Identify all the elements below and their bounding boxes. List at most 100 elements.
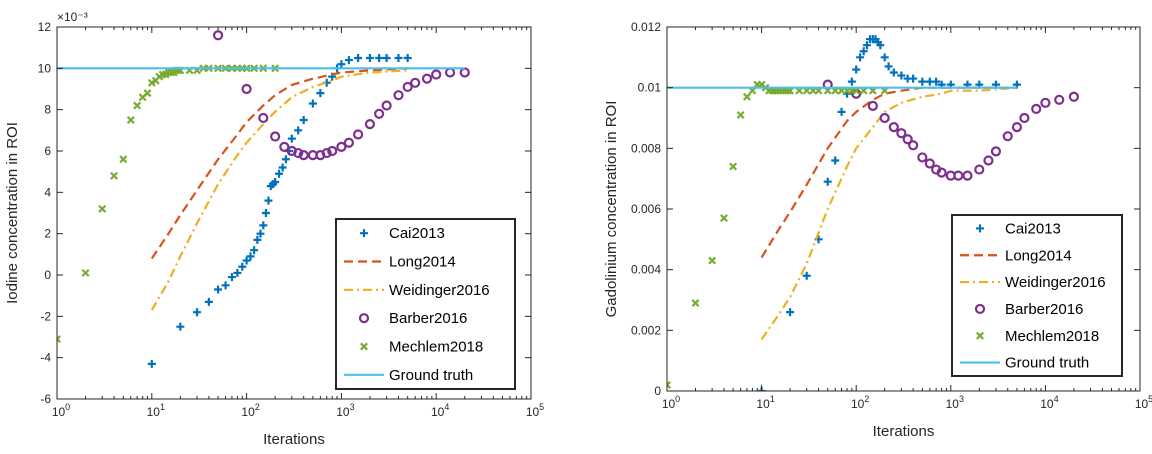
series-cai2013-point (365, 54, 374, 62)
x-tick-label: 103 (946, 394, 964, 411)
series-barber2016-point (374, 108, 385, 119)
series-cai2013-point (403, 54, 412, 62)
series-barber2016-point (1054, 94, 1065, 105)
legend-entry-mechlem2018: Mechlem2018 (976, 328, 1099, 345)
series-mechlem2018-point (119, 155, 128, 164)
series-mechlem2018-point (667, 380, 671, 389)
y-tick-label: -4 (40, 351, 51, 365)
series-barber2016-point (270, 131, 281, 142)
legend-label: Barber2016 (389, 310, 467, 327)
series-barber2016-point (953, 170, 964, 181)
legend-label: Mechlem2018 (1005, 328, 1099, 345)
series-barber2016-point (381, 100, 392, 111)
series-barber2016-point (1002, 131, 1013, 142)
series-mechlem2018-point (126, 116, 135, 124)
series-cai2013-point (394, 54, 403, 62)
series-cai2013-point (238, 262, 247, 271)
series-cai2013-point (823, 177, 832, 186)
y-tick-label: 0 (44, 268, 51, 282)
series-cai2013-point (204, 297, 213, 306)
y-tick-label: 12 (38, 20, 52, 34)
legend-entry-mechlem2018: Mechlem2018 (360, 339, 483, 356)
legend-entry-barber2016: Barber2016 (974, 301, 1083, 318)
legend-swatch (974, 303, 986, 315)
series-cai2013-point (802, 271, 811, 280)
series-cai2013-point (308, 99, 317, 108)
series-cai2013 (757, 35, 1021, 391)
series-barber2016-point (364, 119, 376, 130)
series-barber2016-point (321, 147, 332, 159)
y-tick-label: -6 (40, 392, 51, 406)
series-barber2016-point (1019, 112, 1030, 124)
series-barber2016-point (258, 112, 269, 124)
series-barber2016-point (431, 69, 442, 80)
legend-swatch (358, 313, 370, 324)
legend-label: Barber2016 (1005, 301, 1083, 318)
x-tick-label: 101 (756, 394, 774, 411)
data-layer (667, 35, 1079, 391)
x-axis: 100 101 102 103 104 105 (52, 27, 544, 419)
series-mechlem2018-point (81, 268, 90, 277)
series-barber2016-point (936, 167, 947, 178)
y-tick-label: 0.01 (638, 81, 662, 95)
series-cai2013-point (880, 53, 889, 62)
series-cai2013-point (897, 71, 906, 80)
series-mechlem2018-point (708, 256, 717, 265)
series-mechlem2018-point (736, 110, 745, 119)
legend-entry-weidinger2016: Weidinger2016 (344, 282, 490, 299)
series-cai2013-point (918, 77, 927, 86)
legend-label: Cai2013 (389, 225, 445, 242)
y-tick-label: 10 (38, 61, 52, 75)
series-barber2016-point (924, 158, 935, 169)
x-tick-label: 105 (526, 402, 544, 419)
series-barber2016-point (1011, 121, 1023, 133)
x-tick-label: 104 (431, 402, 449, 419)
legend-entry-cai2013: Cai2013 (976, 220, 1061, 237)
series-barber2016-point (402, 81, 413, 93)
series-barber2016-point (352, 129, 364, 140)
series-cai2013-point (299, 116, 308, 124)
legend-label: Long2014 (1005, 247, 1072, 264)
series-cai2013-point (344, 56, 353, 65)
series-cai2013-point (382, 54, 391, 62)
series-mechlem2018-point (57, 335, 61, 344)
legend-entry-cai2013: Cai2013 (360, 225, 445, 242)
series-barber2016-point (879, 112, 890, 124)
legend-swatch (360, 229, 368, 238)
series-cai2013-point (884, 62, 893, 71)
series-cai2013-point (909, 74, 918, 83)
series-barber2016-point (410, 77, 421, 88)
series-cai2013-point (271, 178, 280, 186)
legend-label: Weidinger2016 (1005, 274, 1106, 291)
series-barber2016-point (212, 30, 224, 41)
series-barber2016-point (1068, 91, 1079, 102)
series-barber2016-point (421, 73, 433, 84)
y-axis-label: Gadolinium concentration in ROI (603, 101, 620, 318)
series-cai2013-point (278, 163, 287, 172)
series-barber2016-point (1040, 97, 1051, 108)
legend-swatch (360, 342, 368, 351)
x-tick-label: 102 (241, 402, 259, 419)
series-cai2013-point (375, 54, 384, 62)
series-cai2013-point (256, 229, 265, 238)
y-tick-label: 0.008 (631, 141, 661, 155)
x-tick-label: 104 (1040, 394, 1058, 411)
y-axis: -6 -4 -2 0 2 4 6 8 10 12 (38, 20, 531, 406)
series-cai2013-point (932, 77, 941, 86)
series-barber2016-point (962, 170, 973, 181)
legend-entry-long2014: Long2014 (344, 254, 456, 271)
series-cai2013-point (294, 126, 303, 135)
series-cai2013-point (233, 268, 242, 277)
series-barber2016-point (293, 147, 304, 159)
legend-swatch (976, 331, 984, 340)
series-cai2013-point (264, 196, 273, 205)
y-tick-label: 0.012 (631, 20, 661, 34)
series-cai2013-point (176, 322, 185, 331)
x-axis: 100 101 102 103 104 105 (662, 27, 1152, 411)
series-mechlem2018-point (729, 162, 738, 171)
y-exponent-label: ×10⁻³ (57, 10, 88, 24)
series-cai2013-point (847, 77, 856, 86)
legend-entry-barber2016: Barber2016 (358, 310, 467, 327)
series-cai2013-point (837, 107, 846, 116)
chart-1: 100 101 102 103 104 105 -6 -4 -2 0 2 4 6 8 10 12 ×10⁻³ It… (4, 10, 544, 448)
